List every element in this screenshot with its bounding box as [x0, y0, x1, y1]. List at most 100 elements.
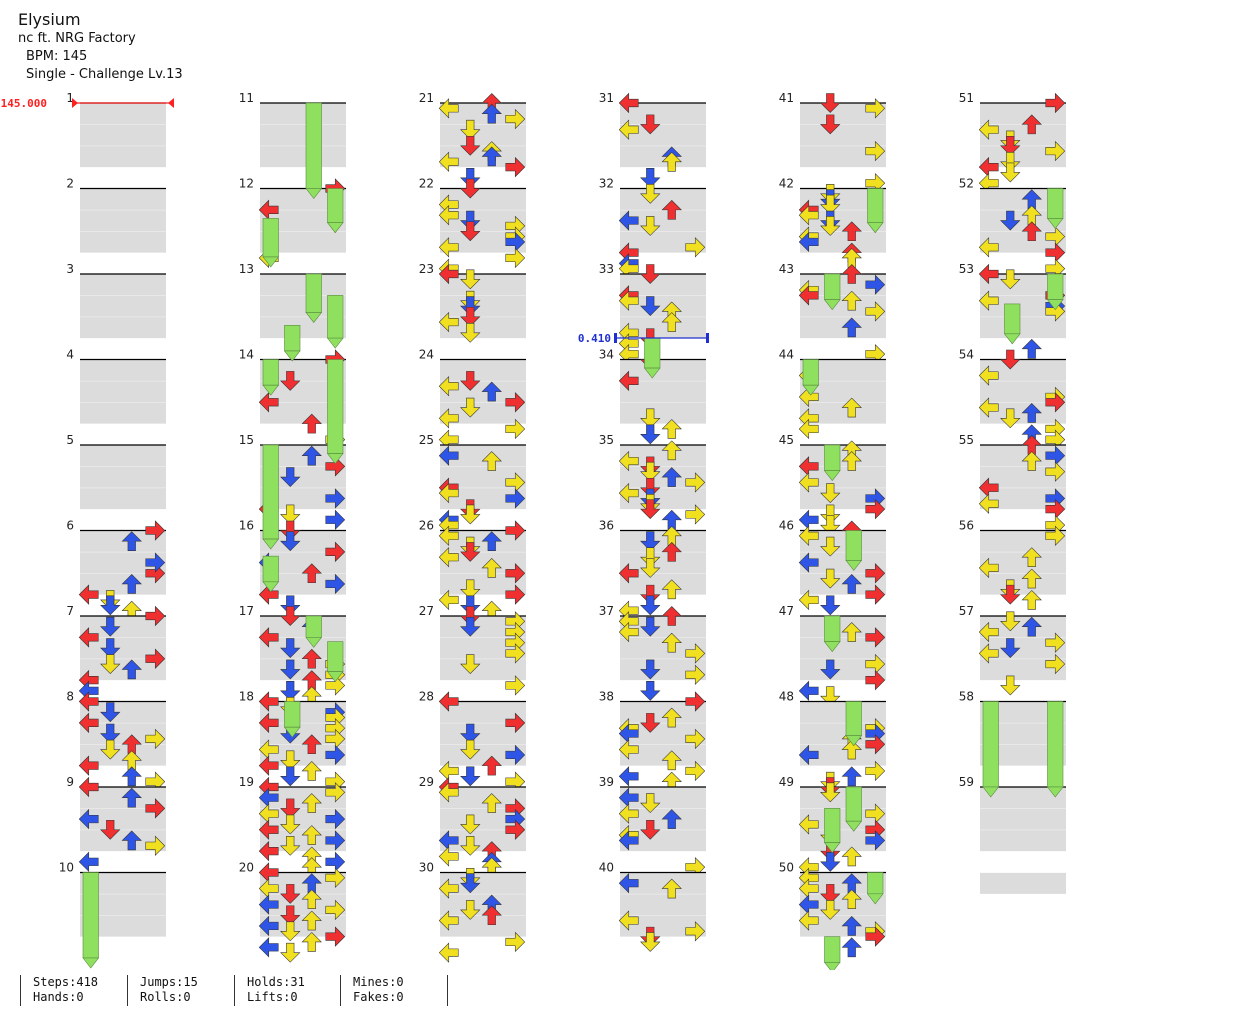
measure-number: 25 — [419, 433, 434, 447]
measure-number: 48 — [779, 690, 794, 704]
beat-band — [80, 488, 166, 510]
bpm-label: BPM: 145 — [26, 49, 88, 64]
measure-number: 8 — [66, 690, 74, 704]
step-arrow — [618, 739, 639, 760]
step-arrow — [640, 595, 661, 616]
stat-hands: Hands:0 — [33, 990, 84, 1004]
beat-band — [980, 210, 1066, 232]
measure-number: 38 — [599, 690, 614, 704]
step-arrow — [505, 675, 526, 696]
beat-band — [260, 359, 346, 381]
beat-band — [80, 445, 166, 467]
hold-tail — [823, 299, 841, 311]
beat-band — [980, 103, 1066, 125]
hold-body — [824, 273, 841, 300]
beat-band — [260, 103, 346, 125]
step-arrow — [481, 146, 502, 167]
hold-tail — [305, 637, 323, 648]
hold-tail — [845, 735, 863, 747]
measure-number: 1 — [66, 91, 74, 105]
step-arrow — [505, 488, 526, 509]
step-arrow — [438, 205, 459, 226]
step-arrow — [978, 119, 999, 140]
beat-band — [80, 723, 166, 745]
step-arrow — [505, 744, 526, 766]
step-arrow — [438, 263, 459, 285]
measure-number: 26 — [419, 519, 434, 533]
beat-band — [440, 637, 526, 659]
stat-group-steps: Steps:418 Hands:0 — [20, 975, 137, 1006]
beat-band — [80, 295, 166, 317]
step-arrow — [280, 905, 301, 926]
step-arrow — [820, 93, 841, 113]
step-arrow — [798, 589, 819, 611]
step-arrow — [798, 744, 819, 766]
hold-body — [327, 295, 344, 339]
step-arrow — [438, 691, 459, 712]
step-arrow — [78, 712, 99, 734]
hold-body — [262, 555, 279, 583]
stop-start — [614, 333, 617, 343]
step-arrow — [618, 766, 639, 787]
beat-band — [620, 359, 706, 381]
step-arrow — [301, 761, 322, 781]
hold-tail — [1046, 299, 1064, 311]
hold-body — [867, 872, 884, 895]
step-arrow — [640, 558, 661, 578]
beat-band — [980, 637, 1066, 659]
bpm-change-start — [72, 98, 78, 108]
step-arrow — [121, 659, 142, 680]
step-arrow — [325, 744, 346, 766]
beat-band — [620, 637, 706, 659]
step-arrow — [280, 504, 301, 525]
beat-band — [620, 616, 706, 638]
beat-band — [800, 124, 886, 146]
step-arrow — [820, 483, 841, 503]
hold-body — [262, 359, 279, 386]
measure-number: 59 — [959, 775, 974, 789]
step-arrow — [640, 584, 661, 605]
step-arrow — [865, 301, 886, 322]
beat-band — [260, 894, 346, 916]
step-arrow — [301, 413, 322, 434]
step-arrow — [460, 210, 481, 231]
step-arrow — [280, 681, 301, 701]
beat-band — [980, 744, 1066, 766]
hold-body — [867, 188, 884, 224]
step-arrow — [460, 723, 481, 744]
beat-band — [80, 381, 166, 403]
step-arrow — [865, 830, 886, 851]
stat-group-holds: Holds:31 Lifts:0 — [234, 975, 351, 1006]
beat-band — [620, 744, 706, 766]
step-arrow — [438, 311, 459, 333]
step-arrow — [618, 290, 639, 311]
step-arrow — [841, 766, 862, 787]
step-arrow — [618, 92, 639, 114]
hold-tail — [262, 538, 280, 550]
hold-tail — [866, 222, 884, 234]
beat-band — [980, 872, 1066, 894]
beat-band — [980, 488, 1066, 510]
step-arrow — [841, 937, 862, 958]
beat-band — [440, 210, 526, 232]
beat-band — [620, 274, 706, 296]
step-arrow — [505, 819, 526, 840]
beat-band — [80, 872, 166, 894]
beat-band — [80, 466, 166, 488]
step-arrow — [280, 798, 301, 819]
step-arrow — [798, 285, 819, 306]
step-arrow — [820, 595, 841, 616]
step-arrow — [78, 584, 99, 605]
beat-band — [800, 231, 886, 253]
step-arrow — [100, 723, 121, 744]
step-arrow — [640, 424, 661, 445]
stat-group-jumps: Jumps:15 Rolls:0 — [127, 975, 244, 1006]
step-arrow — [865, 734, 886, 755]
beat-band — [980, 466, 1066, 488]
hold-tail — [262, 384, 280, 396]
step-arrow — [325, 830, 346, 851]
step-arrow — [841, 916, 862, 936]
measure-number: 29 — [419, 775, 434, 789]
measure-number: 16 — [239, 519, 254, 533]
step-arrow — [100, 819, 121, 840]
